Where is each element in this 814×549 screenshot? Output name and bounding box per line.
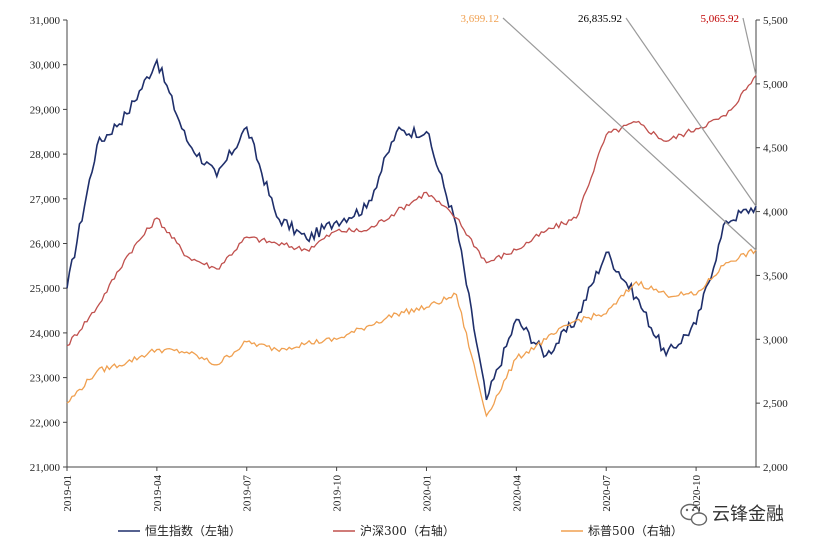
annotation-label: 26,835.92 [578, 13, 622, 25]
watermark-text: 云锋金融 [712, 504, 784, 525]
series-lines [66, 57, 757, 418]
annotation-leader [625, 17, 757, 207]
right-tick-label: 2,500 [763, 398, 788, 410]
left-tick-label: 23,000 [30, 373, 61, 385]
x-tick-label: 2020-07 [601, 475, 613, 512]
x-tick-label: 2019-10 [332, 475, 344, 512]
left-tick-label: 25,000 [30, 283, 61, 295]
right-tick-label: 4,500 [763, 143, 788, 155]
left-tick-label: 29,000 [30, 104, 61, 116]
x-tick-label: 2019-01 [62, 475, 74, 512]
annotation-leader [502, 17, 757, 251]
right-tick-label: 3,000 [763, 334, 788, 346]
wechat-icon [680, 503, 708, 526]
right-tick-label: 4,000 [763, 207, 788, 219]
axes: 21,000 22,000 23,000 24,000 25,000 26,000 27,0… [30, 15, 789, 512]
legend: 恒生指数（左轴） 沪深300（右轴） 标普500（右轴） [118, 523, 683, 538]
x-tick-label: 2020-01 [421, 475, 433, 512]
series-line [66, 57, 757, 401]
watermark: 云锋金融 [680, 503, 784, 526]
annotation-label: 5,065.92 [701, 13, 740, 25]
annotation-leader [742, 17, 757, 76]
right-tick-label: 2,000 [763, 462, 788, 474]
legend-label: 标普500（右轴） [588, 523, 683, 538]
left-tick-label: 22,000 [30, 417, 61, 429]
left-tick-label: 21,000 [30, 462, 61, 474]
series-line [66, 248, 757, 418]
legend-label: 恒生指数（左轴） [145, 523, 241, 538]
x-tick-label: 2020-10 [691, 475, 703, 512]
annotation-label: 3,699.12 [461, 13, 500, 25]
x-tick-label: 2019-04 [152, 475, 164, 512]
left-tick-label: 24,000 [30, 328, 61, 340]
left-tick-label: 28,000 [30, 149, 61, 161]
series-line [66, 74, 757, 347]
legend-label: 沪深300（右轴） [360, 523, 455, 538]
x-tick-label: 2019-07 [242, 475, 254, 512]
left-tick-label: 30,000 [30, 60, 61, 72]
left-tick-label: 26,000 [30, 239, 61, 251]
right-tick-label: 5,000 [763, 79, 788, 91]
annotations: 3,699.12 26,835.92 5,065.92 [461, 13, 757, 251]
left-tick-label: 31,000 [30, 15, 61, 27]
right-tick-label: 3,500 [763, 270, 788, 282]
right-tick-label: 5,500 [763, 15, 788, 27]
left-tick-label: 27,000 [30, 194, 61, 206]
x-tick-label: 2020-04 [511, 475, 523, 512]
